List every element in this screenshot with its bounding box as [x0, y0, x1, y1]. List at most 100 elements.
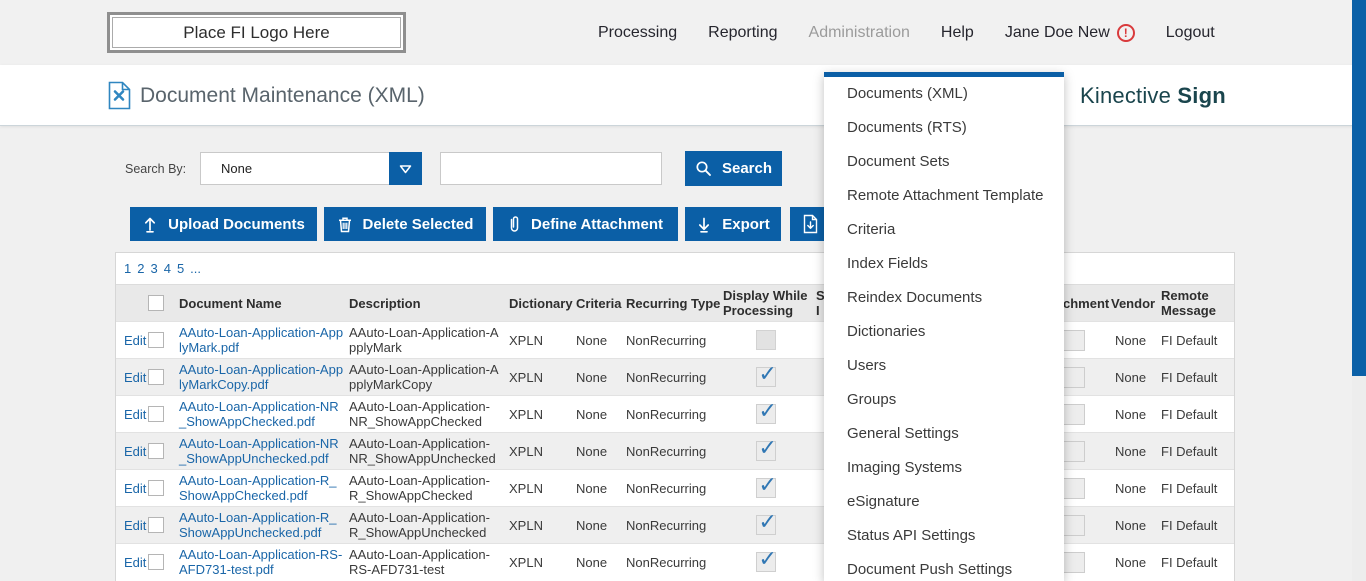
page-link-4[interactable]: 4 — [163, 261, 171, 276]
nav-logout[interactable]: Logout — [1165, 23, 1215, 41]
header-attachment-partial[interactable]: chment — [1063, 295, 1110, 311]
select-all-checkbox[interactable] — [146, 295, 179, 311]
nav-help[interactable]: Help — [940, 23, 974, 41]
document-name-link[interactable]: AAuto-Loan-Application-NR_ShowAppChecked… — [179, 399, 339, 429]
document-name-link[interactable]: AAuto-Loan-Application-ApplyMarkCopy.pdf — [179, 362, 344, 392]
menu-item-criteria[interactable]: Criteria — [847, 221, 896, 238]
page-link-5[interactable]: 5 — [176, 261, 185, 276]
fi-logo-text: Place FI Logo Here — [183, 22, 330, 42]
document-name-link[interactable]: AAuto-Loan-Application-ApplyMark.pdf — [179, 325, 344, 355]
select-dropdown-button[interactable] — [389, 152, 422, 185]
header-partial-hidden: S I — [816, 288, 825, 318]
nav-user[interactable]: Jane Doe New ! — [1005, 23, 1135, 42]
scrollbar-thumb[interactable] — [1352, 0, 1366, 376]
chevron-down-icon — [399, 164, 412, 173]
table-row: Edit AAuto-Loan-Application-RS-AFD731-te… — [116, 543, 1234, 580]
check-icon: ✓ — [758, 546, 777, 571]
header-criteria[interactable]: Criteria — [576, 295, 622, 311]
search-button[interactable]: Search — [685, 151, 782, 186]
dictionary-cell: XPLN — [509, 369, 543, 385]
menu-item-imaging-systems[interactable]: Imaging Systems — [847, 459, 963, 476]
row-checkbox[interactable] — [146, 480, 179, 496]
menu-item-documents-xml[interactable]: Documents (XML) — [847, 85, 968, 102]
delete-selected-button[interactable]: Delete Selected — [324, 207, 486, 241]
page-link-1[interactable]: 1 — [124, 261, 132, 276]
edit-link[interactable]: Edit — [124, 517, 147, 533]
page-link-more[interactable]: ... — [190, 261, 202, 276]
header-vendor[interactable]: Vendor — [1111, 295, 1156, 311]
edit-link[interactable]: Edit — [124, 480, 147, 496]
upload-documents-button[interactable]: Upload Documents — [130, 207, 317, 241]
document-name-link[interactable]: AAuto-Loan-Application-R_ShowAppChecked.… — [179, 473, 337, 503]
table-row: Edit AAuto-Loan-Application-ApplyMarkCop… — [116, 358, 1234, 395]
recurring-type-cell: NonRecurring — [626, 332, 707, 348]
document-name-link[interactable]: AAuto-Loan-Application-R_ShowAppUnchecke… — [179, 510, 337, 540]
edit-link[interactable]: Edit — [124, 369, 147, 385]
dictionary-cell: XPLN — [509, 517, 543, 533]
nav-administration[interactable]: Administration — [808, 23, 910, 41]
document-name-link[interactable]: AAuto-Loan-Application-NR_ShowAppUncheck… — [179, 436, 339, 466]
remote-message-cell: FI Default — [1161, 443, 1218, 459]
dwp-checkbox — [755, 330, 776, 350]
header-dictionary[interactable]: Dictionary — [509, 295, 573, 311]
table-row: Edit AAuto-Loan-Application-R_ShowAppUnc… — [116, 506, 1234, 543]
page-title: Document Maintenance (XML) — [140, 84, 425, 107]
menu-item-users[interactable]: Users — [847, 357, 887, 374]
header-remote-message[interactable]: Remote Message — [1161, 288, 1216, 318]
row-checkbox[interactable] — [146, 406, 179, 422]
upload-documents-label: Upload Documents — [168, 215, 305, 233]
header-document-name[interactable]: Document Name — [179, 295, 282, 311]
display-while-processing-cell: ✓ — [723, 546, 808, 572]
menu-item-index-fields[interactable]: Index Fields — [847, 255, 928, 272]
menu-item-document-push-settings[interactable]: Document Push Settings — [847, 561, 1013, 578]
nav-reporting[interactable]: Reporting — [708, 23, 778, 41]
row-checkbox[interactable] — [146, 332, 179, 348]
remote-message-cell: FI Default — [1161, 554, 1218, 570]
row-checkbox[interactable] — [146, 554, 179, 570]
menu-item-reindex-documents[interactable]: Reindex Documents — [847, 289, 983, 306]
row-checkbox[interactable] — [146, 517, 179, 533]
menu-item-dictionaries[interactable]: Dictionaries — [847, 323, 926, 340]
header-recurring-type[interactable]: Recurring Type — [626, 295, 721, 311]
menu-item-esignature[interactable]: eSignature — [847, 493, 920, 510]
display-while-processing-cell: ✓ — [723, 509, 808, 535]
page-link-3[interactable]: 3 — [150, 261, 158, 276]
search-by-select[interactable]: None — [200, 152, 422, 185]
menu-item-status-api-settings[interactable]: Status API Settings — [847, 527, 976, 544]
menu-item-groups[interactable]: Groups — [847, 391, 897, 408]
search-input[interactable] — [440, 152, 662, 185]
menu-item-documents-rts[interactable]: Documents (RTS) — [847, 119, 967, 136]
vendor-cell: None — [1115, 443, 1147, 459]
recurring-type-cell: NonRecurring — [626, 369, 707, 385]
edit-link[interactable]: Edit — [124, 332, 147, 348]
documents-table: 1 2 3 4 5 ... Document Name Description … — [115, 252, 1235, 581]
menu-item-document-sets[interactable]: Document Sets — [847, 153, 950, 170]
dwp-checkbox: ✓ — [755, 472, 777, 498]
document-xml-icon — [108, 81, 131, 110]
recurring-type-cell: NonRecurring — [626, 480, 707, 496]
main-nav: Processing Reporting Administration Help… — [598, 0, 1215, 65]
edit-link[interactable]: Edit — [124, 443, 147, 459]
dictionary-cell: XPLN — [509, 406, 543, 422]
nav-processing[interactable]: Processing — [598, 23, 678, 41]
fi-logo-placeholder: Place FI Logo Here — [107, 12, 406, 53]
header-description[interactable]: Description — [349, 295, 421, 311]
menu-item-general-settings[interactable]: General Settings — [847, 425, 959, 442]
search-icon — [696, 161, 711, 176]
import-document-button[interactable] — [790, 207, 830, 241]
export-button[interactable]: Export — [685, 207, 781, 241]
check-icon: ✓ — [758, 509, 777, 534]
header-display-while-processing[interactable]: Display While Processing — [723, 288, 808, 318]
edit-link[interactable]: Edit — [124, 406, 147, 422]
vendor-cell: None — [1115, 554, 1147, 570]
page-link-2[interactable]: 2 — [137, 261, 145, 276]
scrollbar-track[interactable] — [1352, 0, 1366, 581]
top-bar: Place FI Logo Here Processing Reporting … — [0, 0, 1366, 65]
edit-link[interactable]: Edit — [124, 554, 147, 570]
document-name-link[interactable]: AAuto-Loan-Application-RS-AFD731-test.pd… — [179, 547, 343, 577]
row-checkbox[interactable] — [146, 443, 179, 459]
delete-selected-label: Delete Selected — [362, 215, 474, 233]
row-checkbox[interactable] — [146, 369, 179, 385]
menu-item-remote-attachment-template[interactable]: Remote Attachment Template — [847, 187, 1044, 204]
define-attachment-button[interactable]: Define Attachment — [493, 207, 678, 241]
